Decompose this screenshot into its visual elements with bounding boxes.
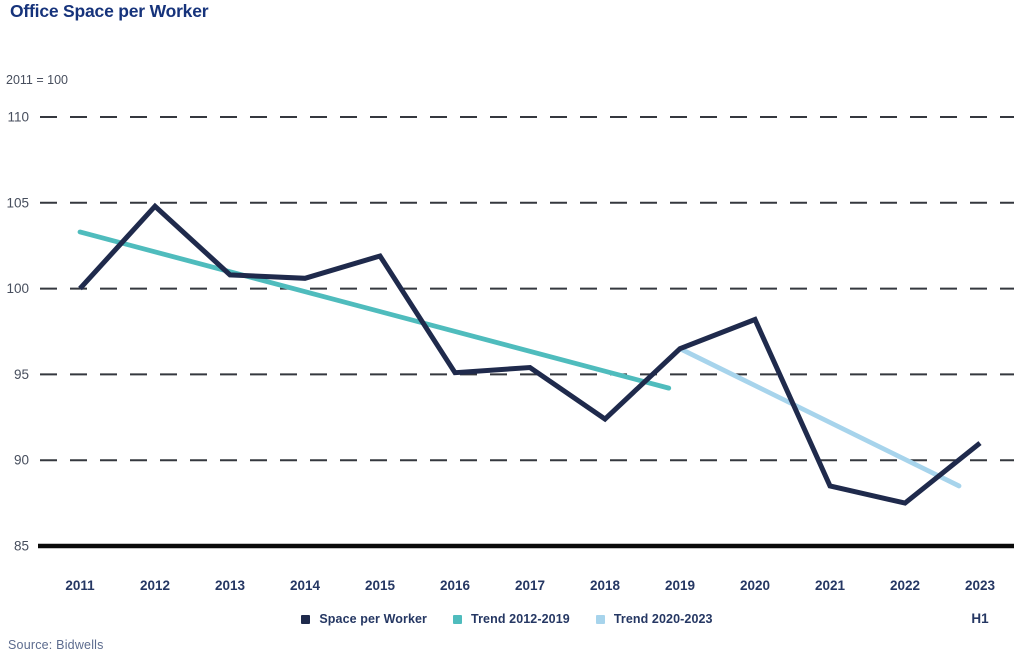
x-axis-tick-label: 2022	[890, 578, 920, 593]
x-axis-tick-label: 2013	[215, 578, 246, 593]
x-axis-tick-label: 2018	[590, 578, 621, 593]
chart-legend: Space per Worker Trend 2012-2019 Trend 2…	[0, 612, 1014, 626]
index-base-note: 2011 = 100	[6, 73, 68, 87]
y-axis-tick-label: 95	[14, 367, 29, 382]
x-axis-tick-label: 2023	[965, 578, 996, 593]
y-axis-tick-label: 105	[6, 195, 29, 210]
legend-item-trend-2012-2019: Trend 2012-2019	[453, 612, 570, 626]
page-title: Office Space per Worker	[10, 1, 209, 21]
x-axis-tick-label: 2012	[140, 578, 170, 593]
source-note: Source: Bidwells	[8, 638, 104, 652]
legend-swatch-navy	[301, 614, 311, 624]
legend-label: Space per Worker	[319, 612, 428, 626]
data-line-space-per-worker	[78, 202, 982, 506]
x-axis-tick-label: 2020	[740, 578, 770, 593]
x-axis-tick-label: 2019	[665, 578, 695, 593]
x-axis-tick-label: 2016	[440, 578, 471, 593]
trend-line-trend-2020-2023	[677, 346, 962, 489]
legend-swatch-teal	[453, 614, 463, 624]
y-axis-tick-label: 100	[6, 281, 29, 296]
x-axis-tick-label: 2017	[515, 578, 545, 593]
y-axis-tick-label: 85	[14, 539, 29, 554]
legend-label: Trend 2020-2023	[613, 612, 713, 626]
legend-swatch-lightblue	[595, 614, 605, 624]
x-axis-tick-label: 2011	[65, 578, 95, 593]
y-axis-tick-label: 90	[14, 453, 29, 468]
y-axis-tick-label: 110	[7, 110, 29, 125]
legend-label: Trend 2012-2019	[471, 612, 570, 626]
legend-item-space-per-worker: Space per Worker	[301, 612, 427, 626]
x-axis-tick-label: 2015	[365, 578, 396, 593]
x-axis-sublabel: H1	[971, 611, 989, 626]
legend-item-trend-2020-2023: Trend 2020-2023	[595, 612, 713, 626]
trend-line-trend-2012-2019	[77, 229, 672, 391]
x-axis-tick-label: 2021	[815, 578, 846, 593]
x-axis-tick-label: 2014	[290, 578, 321, 593]
